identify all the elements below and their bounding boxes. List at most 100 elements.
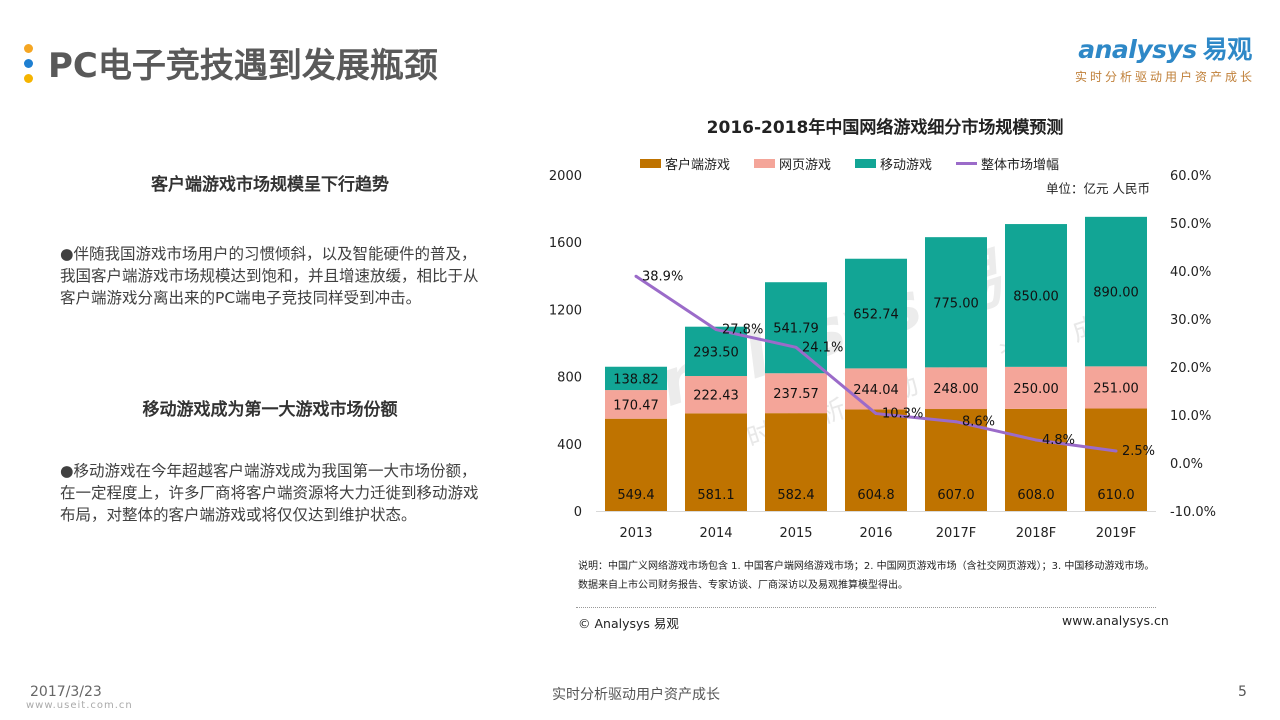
y-left-tick-label: 1200 (549, 303, 582, 318)
bar-client (1085, 408, 1147, 511)
bar-data-label: 541.79 (773, 322, 819, 337)
growth-data-label: 2.5% (1122, 444, 1155, 459)
legend-item-web: 网页游戏 (754, 154, 831, 173)
bar-data-label: 251.00 (1093, 381, 1139, 396)
bar-web (1085, 366, 1147, 409)
x-tick-label: 2018F (1016, 526, 1057, 541)
y-left-tick-label: 400 (557, 438, 582, 453)
bar-data-label: 222.43 (693, 389, 739, 404)
legend-label: 客户端游戏 (665, 158, 731, 173)
legend-item-mobile: 移动游戏 (855, 154, 932, 173)
bar-data-label: 604.8 (857, 488, 894, 503)
y-right-tick-label: -10.0% (1170, 505, 1216, 520)
legend-item-client: 客户端游戏 (640, 154, 730, 173)
x-tick-label: 2013 (619, 526, 652, 541)
growth-point (1114, 449, 1118, 453)
dot-blue (24, 59, 33, 68)
footer-slogan: 实时分析驱动用户资产成长 (552, 687, 720, 703)
bar-web (1005, 366, 1067, 409)
bar-data-label: 248.00 (933, 382, 979, 397)
y-left-tick-label: 800 (557, 371, 582, 386)
dot-orange (24, 44, 33, 53)
bar-data-label: 652.74 (853, 308, 899, 323)
bar-client (1005, 408, 1067, 511)
growth-point (1034, 438, 1038, 442)
legend-label: 移动游戏 (880, 158, 933, 173)
section-heading: 客户端游戏市场规模呈下行趋势 (151, 175, 389, 195)
bar-data-label: 549.4 (617, 488, 654, 503)
chart-unit: 单位：亿元 人民币 (1046, 181, 1150, 196)
analysys-logo: analysys 易观 实时分析驱动用户资产成长 (1075, 30, 1255, 85)
chart-legend: 客户端游戏 网页游戏 移动游戏 整体市场增幅 (640, 154, 1083, 173)
bar-data-label: 237.57 (773, 387, 819, 402)
bar-mobile (765, 282, 827, 374)
legend-swatch (640, 159, 661, 168)
legend-item-growth: 整体市场增幅 (956, 154, 1059, 173)
bar-client (605, 418, 667, 511)
x-tick-label: 2016 (859, 526, 892, 541)
y-right-tick-label: 60.0% (1170, 169, 1211, 184)
y-right-tick-label: 30.0% (1170, 313, 1211, 328)
chart-copyright: © Analysys 易观 (578, 616, 679, 631)
logo-wordmark: analysys 易观 (1075, 30, 1255, 66)
chart-website: www.analysys.cn (1062, 613, 1169, 628)
bar-data-label: 610.0 (1097, 488, 1134, 503)
y-right-tick-label: 20.0% (1170, 361, 1211, 376)
bar-data-label: 250.00 (1013, 382, 1059, 397)
bar-mobile (845, 258, 907, 369)
y-right-tick-label: 40.0% (1170, 265, 1211, 280)
growth-data-label: 27.8% (722, 323, 763, 338)
page-title: PC电子竞技遇到发展瓶颈 (48, 46, 438, 86)
bar-data-label: 138.82 (613, 372, 659, 387)
growth-data-label: 10.3% (882, 407, 923, 422)
legend-swatch (855, 159, 877, 168)
chart-footer-divider (576, 607, 1156, 608)
legend-swatch (956, 162, 978, 165)
section-body: ●移动游戏在今年超越客户端游戏成为我国第一大市场份额，在一定程度上，许多厂商将客… (60, 462, 479, 524)
bar-web (765, 373, 827, 414)
legend-label: 网页游戏 (779, 158, 832, 173)
section-body: ●伴随我国游戏市场用户的习惯倾斜，以及智能硬件的普及，我国客户端游戏市场规模达到… (60, 245, 479, 307)
logo-text: nalysys (1094, 35, 1198, 64)
growth-point (794, 345, 798, 349)
x-tick-label: 2017F (936, 526, 977, 541)
logo-cn: 易观 (1202, 35, 1253, 64)
bar-data-label: 581.1 (697, 488, 734, 503)
bar-mobile (1085, 216, 1147, 367)
bar-web (845, 368, 907, 410)
growth-data-label: 4.8% (1042, 433, 1075, 448)
bar-data-label: 608.0 (1017, 488, 1054, 503)
growth-data-label: 38.9% (642, 269, 683, 284)
y-left-tick-label: 2000 (549, 169, 582, 184)
bar-mobile (1005, 224, 1067, 367)
growth-point (874, 412, 878, 416)
growth-point (634, 274, 638, 278)
bar-client (765, 413, 827, 511)
logo-slogan: 实时分析驱动用户资产成长 (1075, 70, 1256, 84)
y-right-tick-label: 50.0% (1170, 217, 1211, 232)
y-left-tick-label: 1600 (549, 236, 582, 251)
x-tick-label: 2015 (779, 526, 812, 541)
bar-data-label: 775.00 (933, 296, 979, 311)
bar-data-label: 293.50 (693, 345, 739, 360)
growth-data-label: 24.1% (802, 340, 843, 355)
x-tick-label: 2014 (699, 526, 732, 541)
legend-swatch (754, 159, 776, 168)
section-client-games: 客户端游戏市场规模呈下行趋势 ●伴随我国游戏市场用户的习惯倾斜，以及智能硬件的普… (60, 170, 480, 309)
section-heading: 移动游戏成为第一大游戏市场份额 (142, 400, 398, 420)
bar-client (685, 413, 747, 511)
bar-mobile (925, 237, 987, 368)
bar-web (685, 376, 747, 414)
legend-label: 整体市场增幅 (981, 158, 1060, 173)
footer-date: 2017/3/23 (30, 684, 102, 700)
bar-web (605, 390, 667, 419)
dot-yellow (24, 74, 33, 83)
bar-data-label: 170.47 (613, 398, 659, 413)
growth-data-label: 8.6% (962, 415, 995, 430)
growth-point (714, 328, 718, 332)
bar-data-label: 850.00 (1013, 289, 1059, 304)
y-right-tick-label: 10.0% (1170, 409, 1211, 424)
bar-data-label: 607.0 (937, 488, 974, 503)
logo-initial: a (1078, 35, 1095, 64)
